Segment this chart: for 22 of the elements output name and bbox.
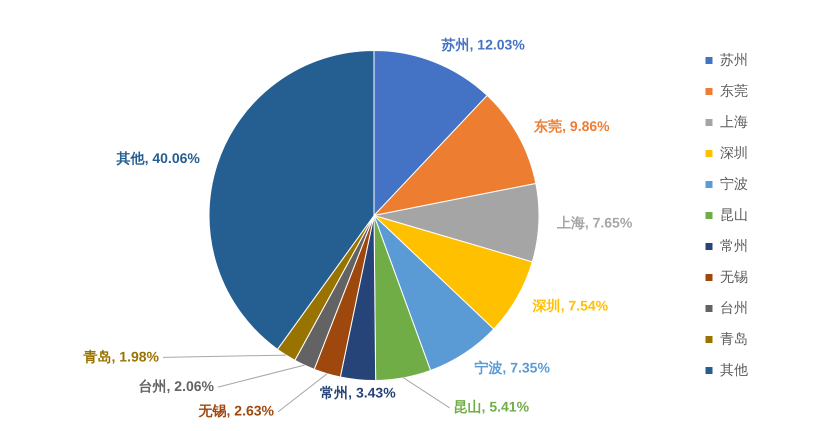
legend-label: 昆山 bbox=[720, 206, 748, 222]
data-label: 其他, 40.06% bbox=[116, 150, 200, 166]
data-label: 无锡, 2.63% bbox=[198, 402, 275, 419]
legend-label: 苏州 bbox=[720, 51, 748, 68]
legend-label: 其他 bbox=[720, 361, 748, 378]
data-label: 台州, 2.06% bbox=[138, 378, 215, 394]
legend-label: 青岛 bbox=[720, 330, 748, 346]
data-label: 上海, 7.65% bbox=[556, 214, 633, 231]
data-label: 苏州, 12.03% bbox=[440, 36, 526, 52]
data-label: 东莞, 9.86% bbox=[533, 118, 610, 134]
legend-label: 东莞 bbox=[720, 82, 748, 98]
legend-label: 上海 bbox=[720, 113, 748, 130]
data-label: 常州, 3.43% bbox=[320, 384, 396, 401]
data-label: 昆山, 5.41% bbox=[454, 398, 530, 415]
legend-label: 宁波 bbox=[720, 175, 748, 192]
legend-label: 台州 bbox=[720, 299, 748, 316]
data-label: 宁波, 7.35% bbox=[474, 359, 550, 376]
data-label: 青岛, 1.98% bbox=[82, 348, 160, 364]
legend-label: 无锡 bbox=[720, 268, 748, 284]
legend-label: 常州 bbox=[720, 237, 748, 254]
data-label: 深圳, 7.54% bbox=[532, 298, 609, 314]
legend-label: 深圳 bbox=[720, 144, 748, 160]
